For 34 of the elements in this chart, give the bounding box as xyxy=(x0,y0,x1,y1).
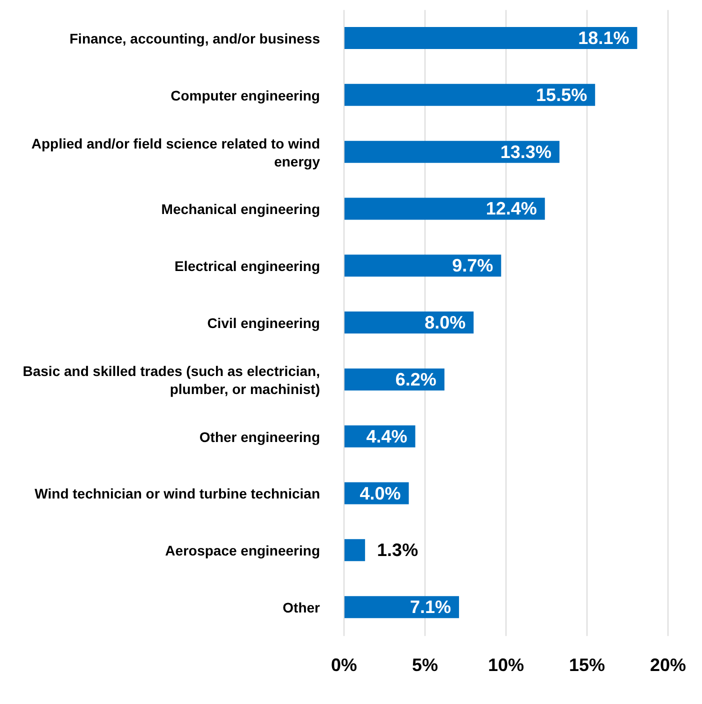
bar xyxy=(344,140,560,163)
data-label: 1.3% xyxy=(377,540,418,560)
bar xyxy=(344,198,545,220)
y-tick-label: Wind technician or wind turbine technician xyxy=(34,486,320,502)
bar xyxy=(344,84,596,106)
x-tick-label: 10% xyxy=(488,654,524,675)
y-tick-label: Computer engineering xyxy=(170,87,320,104)
data-label: 6.2% xyxy=(395,369,436,390)
data-label: 18.1% xyxy=(578,28,630,48)
x-tick-label: 5% xyxy=(412,654,438,675)
bar xyxy=(344,254,502,277)
y-tick-label: Electrical engineering xyxy=(174,258,320,274)
x-tick-label: 0% xyxy=(330,654,358,675)
x-tick-label: 15% xyxy=(568,654,606,675)
y-tick-label: Applied and/or field science related to wind energy xyxy=(31,135,320,170)
y-tick-label: Mechanical engineering xyxy=(161,201,320,218)
data-label: 4.4% xyxy=(366,426,408,446)
data-label: 4.0% xyxy=(360,483,401,504)
y-tick-label: Other xyxy=(282,600,321,616)
data-label: 15.5% xyxy=(536,84,588,105)
bar xyxy=(344,539,366,562)
bar xyxy=(344,27,638,49)
x-tick-label: 20% xyxy=(650,654,686,675)
y-tick-label: Aerospace engineering xyxy=(165,542,320,559)
y-tick-label: Other engineering xyxy=(199,428,320,445)
data-label: 12.4% xyxy=(486,198,537,219)
data-label: 7.1% xyxy=(410,597,452,618)
bar xyxy=(344,596,460,618)
data-label: 13.3% xyxy=(500,142,552,162)
y-tick-label: Civil engineering xyxy=(207,315,320,331)
y-tick-label: Basic and skilled trades (such as electrician, plumber, or machinist) xyxy=(22,362,320,397)
data-label: 9.7% xyxy=(452,256,494,276)
data-label: 8.0% xyxy=(424,312,466,333)
y-tick-label: Finance, accounting, and/or business xyxy=(70,30,320,46)
